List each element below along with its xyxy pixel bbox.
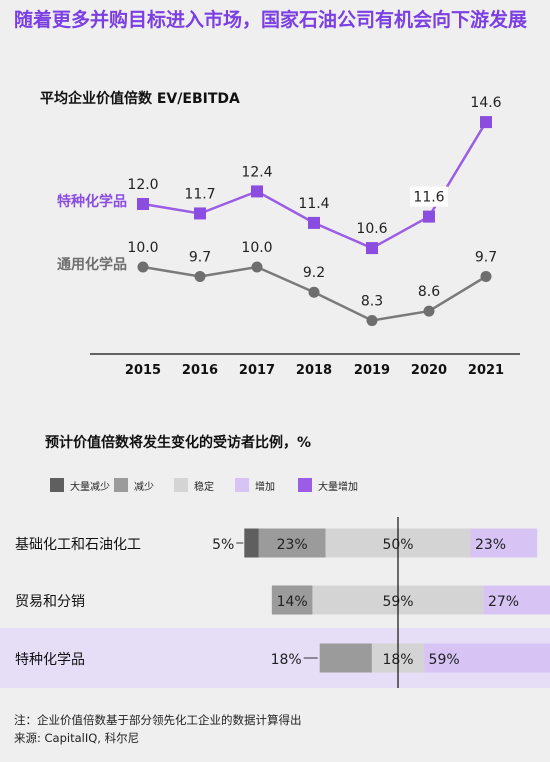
legend-swatch <box>50 478 64 492</box>
data-point <box>308 216 320 229</box>
data-label: 23% <box>277 537 308 553</box>
data-label: 10.6 <box>356 221 387 237</box>
data-point <box>423 305 435 317</box>
category-label: 基础化工和石油化工 <box>15 536 141 553</box>
data-point <box>480 116 492 129</box>
data-point <box>251 185 263 198</box>
legend-swatch <box>298 478 312 492</box>
source-note: 来源: CapitalIQ, 科尔尼 <box>14 731 140 745</box>
data-label: 12.4 <box>241 164 272 180</box>
data-label: 11.4 <box>298 196 329 212</box>
data-label-bg <box>410 186 448 207</box>
data-label: 8.6 <box>418 284 440 300</box>
data-label: 11.6 <box>413 190 444 206</box>
data-point <box>308 286 320 298</box>
bar-segment <box>244 528 259 558</box>
data-label: 59% <box>429 652 460 668</box>
line-chart-title: 平均企业价值倍数 EV/EBITDA <box>40 90 240 107</box>
series-name: 特种化学品 <box>57 193 127 210</box>
data-point <box>366 315 378 327</box>
data-point <box>251 261 263 273</box>
data-point <box>194 270 206 282</box>
data-label: 14% <box>277 594 308 610</box>
legend-label: 大量增加 <box>318 480 358 493</box>
legend-label: 稳定 <box>194 480 214 493</box>
data-label: 11.7 <box>184 186 215 202</box>
data-point <box>137 261 149 273</box>
data-label: 18% <box>271 652 302 668</box>
data-point <box>480 270 492 282</box>
data-label: 9.2 <box>303 265 325 281</box>
legend-swatch <box>174 478 188 492</box>
legend-swatch <box>235 478 249 492</box>
x-tick-label: 2018 <box>296 363 332 378</box>
data-label: 27% <box>488 594 519 610</box>
data-point <box>423 210 435 223</box>
legend-label: 大量减少 <box>70 480 110 493</box>
page-title: 随着更多并购目标进入市场，国家石油公司有机会向下游发展 <box>14 9 528 31</box>
x-tick-label: 2016 <box>182 363 218 378</box>
x-tick-label: 2015 <box>125 363 161 378</box>
bar-segment <box>470 528 538 558</box>
bar-chart-title: 预计价值倍数将发生变化的受访者比例，% <box>45 434 311 451</box>
bar-segment <box>319 643 372 673</box>
bar-segment <box>271 585 313 615</box>
data-label: 9.7 <box>475 249 497 265</box>
data-label: 14.6 <box>470 95 501 111</box>
footnote: 注：企业价值倍数基于部分领先化工企业的数据计算得出 <box>14 713 302 727</box>
x-tick-label: 2017 <box>239 363 275 378</box>
data-point <box>194 207 206 220</box>
data-label: 10.0 <box>241 240 272 256</box>
data-point <box>366 242 378 255</box>
data-label: 10.0 <box>127 240 158 256</box>
legend-label: 增加 <box>255 480 275 493</box>
x-tick-label: 2020 <box>411 363 447 378</box>
bar-segment <box>258 528 326 558</box>
series-line <box>142 121 488 250</box>
bar-segment <box>483 585 550 615</box>
bar-segment <box>424 643 550 673</box>
data-label: 12.0 <box>127 177 158 193</box>
category-label: 特种化学品 <box>15 652 85 668</box>
series-name: 通用化学品 <box>57 256 127 273</box>
data-label: 23% <box>475 537 506 553</box>
category-label: 贸易和分销 <box>15 594 85 610</box>
data-point <box>137 198 149 210</box>
x-tick-label: 2021 <box>468 363 504 378</box>
x-tick-label: 2019 <box>354 363 390 378</box>
legend-label: 减少 <box>134 481 154 493</box>
data-label: 5% <box>212 537 234 553</box>
data-label: 9.7 <box>189 249 211 265</box>
data-label: 8.3 <box>361 294 383 310</box>
legend-swatch <box>114 478 128 492</box>
